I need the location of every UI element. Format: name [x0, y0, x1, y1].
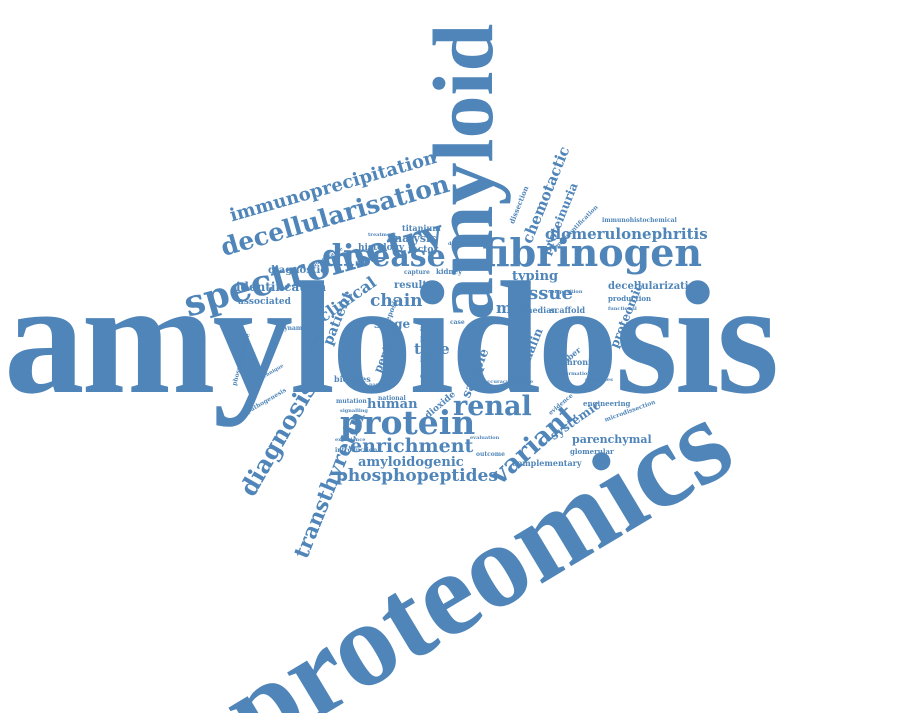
word-chronic: chronic: [562, 357, 596, 367]
word-histology: histology: [358, 243, 405, 253]
word-associated: associated: [238, 297, 291, 307]
word-production: production: [608, 294, 652, 303]
word-human: human: [367, 397, 418, 412]
word-phosphopeptides: phosphopeptides: [336, 466, 498, 486]
word-disease: disease: [322, 239, 446, 274]
word-functional: functional: [608, 306, 637, 312]
word-evaluation: evaluation: [470, 435, 500, 441]
word-formation: formation: [563, 371, 591, 377]
word-dynamic: dynamic: [280, 325, 309, 332]
word-liver: liver: [420, 335, 438, 344]
word-enrichment: enrichment: [350, 435, 474, 457]
word-increasing: increasing: [454, 216, 484, 222]
word-database: database: [448, 241, 474, 247]
word-mas: mas: [496, 299, 531, 317]
word-capture: capture: [404, 269, 430, 276]
word-glomerulonephritis: glomerulonephritis: [545, 225, 708, 243]
word-amyloidogenic: amyloidogenic: [358, 455, 464, 470]
word-fibrinogen: fibrinogen: [482, 230, 703, 275]
word-case: case: [450, 319, 465, 326]
word-factor: factor: [408, 245, 439, 255]
word-laser: laser: [420, 355, 440, 364]
word-experience: experience: [335, 437, 366, 443]
word-tissue: tissue: [513, 283, 573, 304]
word-outcome: outcome: [476, 451, 505, 458]
word-type: type: [414, 340, 450, 358]
word-complementary: complementary: [512, 458, 582, 468]
word-introduction: introduction: [335, 447, 378, 454]
word-treatment: treatment: [368, 232, 397, 238]
word-presence: presence: [508, 379, 534, 385]
word-accuracy: accuracy: [484, 379, 509, 385]
word-typing: typing: [512, 269, 559, 284]
word-median: median: [524, 305, 558, 315]
word-renal: renal: [453, 391, 532, 422]
word-biopsies: biopsies: [334, 374, 371, 384]
word-kidney: kidney: [436, 267, 463, 276]
word-parenchymal: parenchymal: [572, 433, 652, 446]
word-diagnostic: diagnostic: [268, 265, 327, 276]
word-amyloidosis: amyloidosis: [4, 249, 779, 427]
word-titanium: titanium: [402, 223, 441, 233]
word-engineering: engineering: [583, 399, 631, 408]
word-paraffin: paraffin: [369, 382, 392, 388]
word-chain: chain: [370, 291, 423, 311]
word-result: result: [394, 280, 427, 291]
word-analysis: analysis: [387, 232, 437, 245]
word-stage: stage: [374, 317, 411, 331]
word-based: based: [474, 305, 494, 312]
word-identification: identification: [236, 280, 327, 294]
word-strategies: strategies: [585, 377, 613, 383]
word-alect: alect: [420, 324, 440, 333]
word-composition: composition: [548, 289, 583, 295]
word-immunohistochemical: immunohistochemical: [602, 217, 677, 224]
word-centre: centre: [420, 373, 442, 380]
word-national: national: [378, 395, 406, 402]
word-protein: protein: [340, 403, 476, 442]
word-scaffold: scaffold: [550, 305, 586, 315]
word-glomerular: glomerular: [570, 447, 614, 456]
word-signalling: signalling: [340, 408, 368, 414]
word-mutation: mutation: [336, 398, 367, 405]
word-decellularization: decellularization: [608, 281, 703, 292]
